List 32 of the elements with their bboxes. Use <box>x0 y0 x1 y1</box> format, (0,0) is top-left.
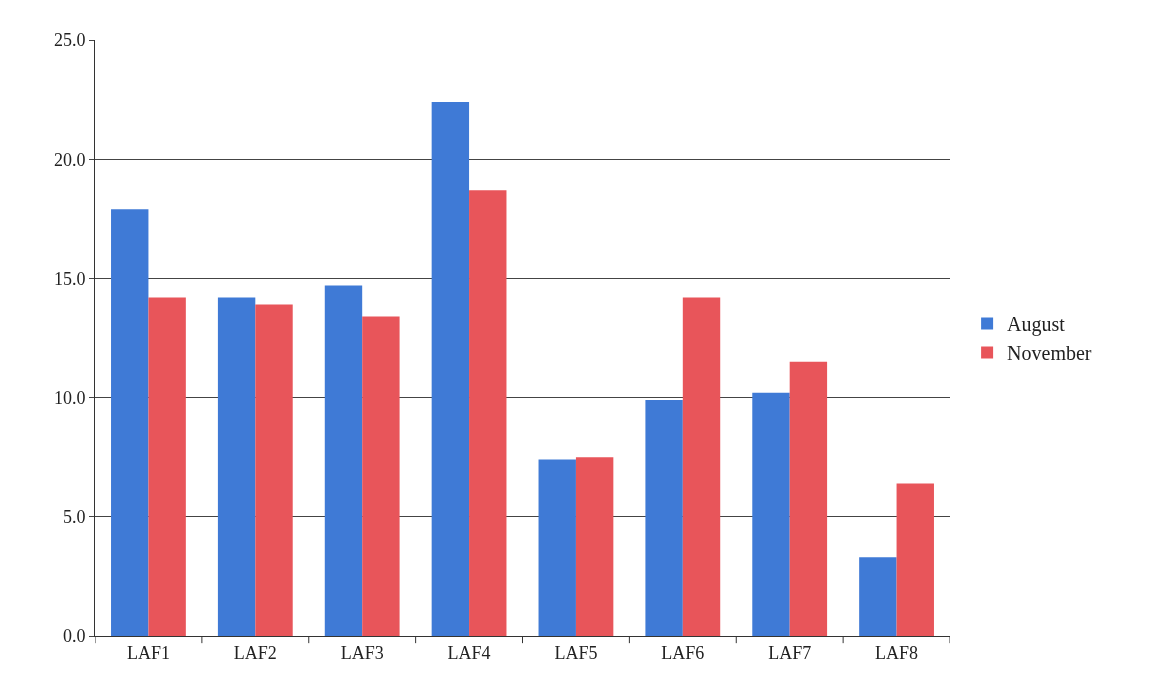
bar <box>469 190 507 636</box>
bar <box>859 557 897 636</box>
x-tick-label: LAF6 <box>661 642 705 663</box>
bar <box>645 399 683 636</box>
x-tick-label: LAF4 <box>447 642 491 663</box>
bar <box>217 297 256 636</box>
bar <box>575 457 614 636</box>
bar <box>362 316 400 636</box>
y-tick-label: 5.0 <box>62 507 86 528</box>
bar <box>148 297 186 636</box>
legend-label: November <box>1007 342 1092 365</box>
y-tick-label: 10.0 <box>53 387 86 408</box>
y-tick-label: 20.0 <box>53 149 86 170</box>
bar <box>682 297 721 636</box>
x-tick-label: LAF3 <box>340 642 384 663</box>
bar <box>324 285 363 636</box>
y-tick-label: 0.0 <box>62 626 86 647</box>
bar <box>752 392 790 636</box>
legend-label: August <box>1007 313 1066 337</box>
bar <box>538 459 576 636</box>
x-tick-label: LAF7 <box>768 642 812 663</box>
x-tick-label: LAF1 <box>126 642 170 663</box>
bar <box>255 304 293 636</box>
x-tick-label: LAF2 <box>233 642 277 663</box>
bar <box>431 101 470 636</box>
y-tick-label: 25.0 <box>53 30 86 51</box>
bar <box>789 361 828 636</box>
x-tick-label: LAF8 <box>875 642 919 663</box>
bar <box>896 483 934 636</box>
y-tick-label: 15.0 <box>53 268 86 289</box>
x-tick-label: LAF5 <box>554 642 598 663</box>
bar <box>111 209 149 636</box>
